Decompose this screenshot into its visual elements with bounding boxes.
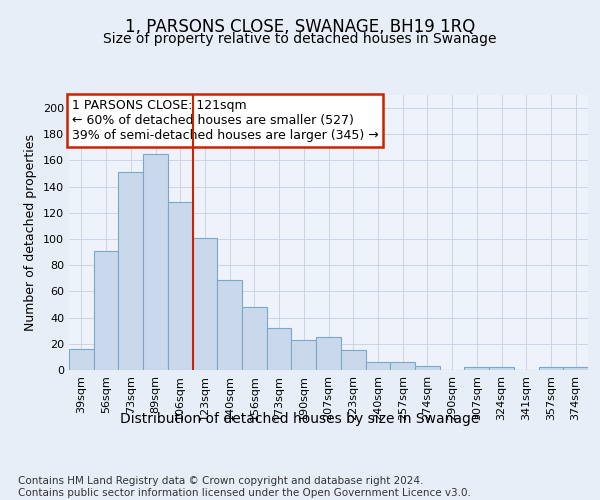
Bar — [292, 340, 316, 370]
Text: Contains HM Land Registry data © Crown copyright and database right 2024.
Contai: Contains HM Land Registry data © Crown c… — [18, 476, 471, 498]
Bar — [242, 307, 267, 370]
Bar — [464, 368, 489, 370]
Bar — [69, 349, 94, 370]
Bar — [390, 362, 415, 370]
Bar — [217, 280, 242, 370]
Text: Distribution of detached houses by size in Swanage: Distribution of detached houses by size … — [121, 412, 479, 426]
Bar — [539, 368, 563, 370]
Text: Size of property relative to detached houses in Swanage: Size of property relative to detached ho… — [103, 32, 497, 46]
Bar — [94, 251, 118, 370]
Text: 1 PARSONS CLOSE: 121sqm
← 60% of detached houses are smaller (527)
39% of semi-d: 1 PARSONS CLOSE: 121sqm ← 60% of detache… — [71, 99, 379, 142]
Bar — [168, 202, 193, 370]
Y-axis label: Number of detached properties: Number of detached properties — [25, 134, 37, 331]
Bar — [143, 154, 168, 370]
Bar — [415, 366, 440, 370]
Text: 1, PARSONS CLOSE, SWANAGE, BH19 1RQ: 1, PARSONS CLOSE, SWANAGE, BH19 1RQ — [125, 18, 475, 36]
Bar — [267, 328, 292, 370]
Bar — [316, 338, 341, 370]
Bar — [193, 238, 217, 370]
Bar — [489, 368, 514, 370]
Bar — [563, 368, 588, 370]
Bar — [341, 350, 365, 370]
Bar — [118, 172, 143, 370]
Bar — [365, 362, 390, 370]
